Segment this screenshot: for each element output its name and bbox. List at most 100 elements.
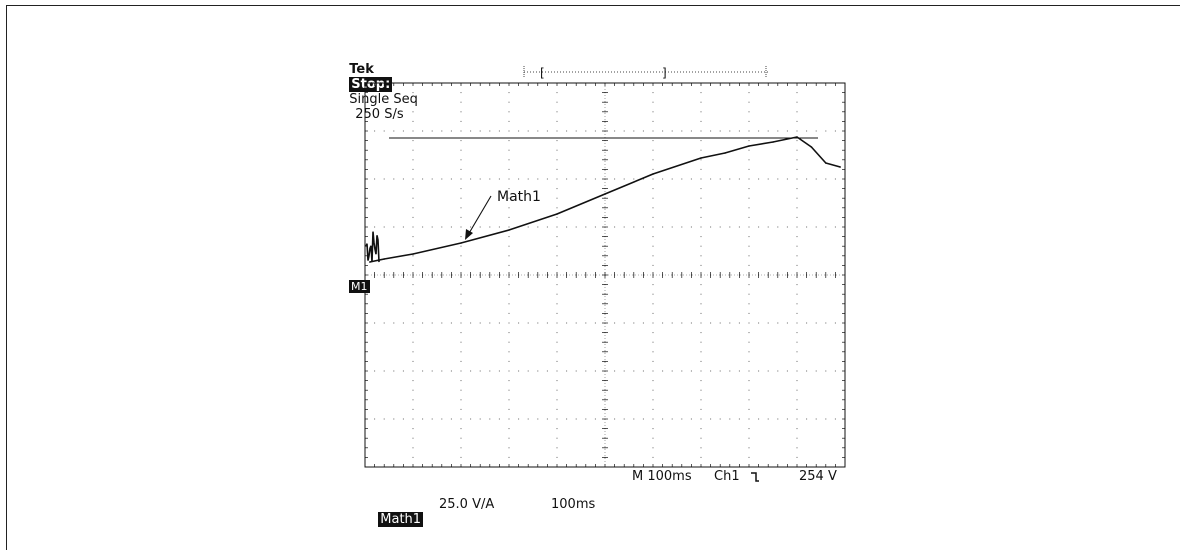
grid-dot bbox=[374, 370, 376, 372]
grid-dot bbox=[575, 418, 577, 420]
grid-dot bbox=[460, 255, 462, 257]
grid-dot bbox=[412, 92, 414, 94]
grid-dot bbox=[652, 408, 654, 410]
math1-data-point bbox=[796, 136, 798, 138]
grid-dot bbox=[412, 264, 414, 266]
grid-dot bbox=[614, 226, 616, 228]
grid-dot bbox=[556, 312, 558, 314]
grid-dot bbox=[383, 178, 385, 180]
grid-dot bbox=[412, 111, 414, 113]
grid-dot bbox=[402, 226, 404, 228]
grid-dot bbox=[642, 370, 644, 372]
grid-dot bbox=[470, 370, 472, 372]
grid-dot bbox=[652, 120, 654, 122]
grid-dot bbox=[652, 236, 654, 238]
grid-dot bbox=[412, 399, 414, 401]
grid-dot bbox=[748, 380, 750, 382]
grid-dot bbox=[566, 226, 568, 228]
grid-dot bbox=[652, 370, 654, 372]
grid-dot bbox=[537, 226, 539, 228]
grid-dot bbox=[575, 130, 577, 132]
grid-dot bbox=[508, 264, 510, 266]
grid-dot bbox=[412, 303, 414, 305]
grid-dot bbox=[748, 341, 750, 343]
grid-dot bbox=[815, 370, 817, 372]
grid-dot bbox=[374, 178, 376, 180]
grid-dot bbox=[508, 370, 510, 372]
grid-dot bbox=[508, 418, 510, 420]
grid-dot bbox=[700, 389, 702, 391]
math1-data-point bbox=[383, 258, 386, 260]
grid-dot bbox=[690, 130, 692, 132]
grid-dot bbox=[748, 92, 750, 94]
grid-dot bbox=[460, 140, 462, 142]
grid-dot bbox=[498, 418, 500, 420]
grid-dot bbox=[748, 236, 750, 238]
grid-dot bbox=[489, 130, 491, 132]
math1-data-point bbox=[724, 152, 726, 154]
grid-dot bbox=[796, 380, 798, 382]
grid-dot bbox=[777, 370, 779, 372]
grid-dot bbox=[460, 312, 462, 314]
grid-dot bbox=[700, 255, 702, 257]
math1-data-point bbox=[604, 193, 606, 195]
grid-dot bbox=[710, 322, 712, 324]
svg-text:]: ] bbox=[662, 66, 667, 80]
grid-dot bbox=[508, 236, 510, 238]
grid-dot bbox=[546, 322, 548, 324]
grid-dot bbox=[700, 370, 702, 372]
grid-dot bbox=[796, 284, 798, 286]
grid-dot bbox=[498, 130, 500, 132]
grid-dot bbox=[508, 168, 510, 170]
grid-dot bbox=[796, 360, 798, 362]
grid-dot bbox=[460, 456, 462, 458]
grid-dot bbox=[767, 322, 769, 324]
grid-dot bbox=[748, 140, 750, 142]
grid-dot bbox=[566, 370, 568, 372]
grid-dot bbox=[508, 312, 510, 314]
grid-dot bbox=[815, 418, 817, 420]
noise-burst-trace bbox=[365, 231, 380, 263]
grid-dot bbox=[441, 178, 443, 180]
grid-dot bbox=[777, 178, 779, 180]
grid-dot bbox=[441, 226, 443, 228]
grid-dot bbox=[690, 178, 692, 180]
grid-dot bbox=[614, 130, 616, 132]
grid-dot bbox=[652, 293, 654, 295]
grid-dot bbox=[671, 418, 673, 420]
grid-dot bbox=[441, 418, 443, 420]
grid-dot bbox=[806, 130, 808, 132]
grid-dot bbox=[527, 418, 529, 420]
grid-dot bbox=[594, 178, 596, 180]
grid-dot bbox=[614, 322, 616, 324]
math-scale: 25.0 V/A bbox=[439, 497, 495, 512]
grid-dot bbox=[489, 178, 491, 180]
grid-dot bbox=[556, 447, 558, 449]
grid-dot bbox=[748, 168, 750, 170]
grid-dot bbox=[652, 303, 654, 305]
grid-dot bbox=[614, 370, 616, 372]
grid-dot bbox=[748, 303, 750, 305]
grid-dot bbox=[402, 370, 404, 372]
grid-dot bbox=[460, 149, 462, 151]
grid-dot bbox=[748, 264, 750, 266]
grid-dot bbox=[652, 418, 654, 420]
grid-dot bbox=[806, 178, 808, 180]
grid-dot bbox=[556, 236, 558, 238]
grid-dot bbox=[738, 370, 740, 372]
grid-dot bbox=[614, 418, 616, 420]
grid-dot bbox=[527, 226, 529, 228]
grid-dot bbox=[748, 159, 750, 161]
grid-dot bbox=[412, 236, 414, 238]
grid-dot bbox=[508, 207, 510, 209]
grid-dot bbox=[594, 418, 596, 420]
grid-dot bbox=[412, 168, 414, 170]
grid-dot bbox=[383, 370, 385, 372]
grid-dot bbox=[652, 216, 654, 218]
grid-dot bbox=[738, 418, 740, 420]
sample-rate: 250 S/s bbox=[355, 107, 404, 122]
grid-dot bbox=[700, 418, 702, 420]
grid-dot bbox=[700, 408, 702, 410]
grid-dot bbox=[422, 178, 424, 180]
grid-dot bbox=[374, 130, 376, 132]
